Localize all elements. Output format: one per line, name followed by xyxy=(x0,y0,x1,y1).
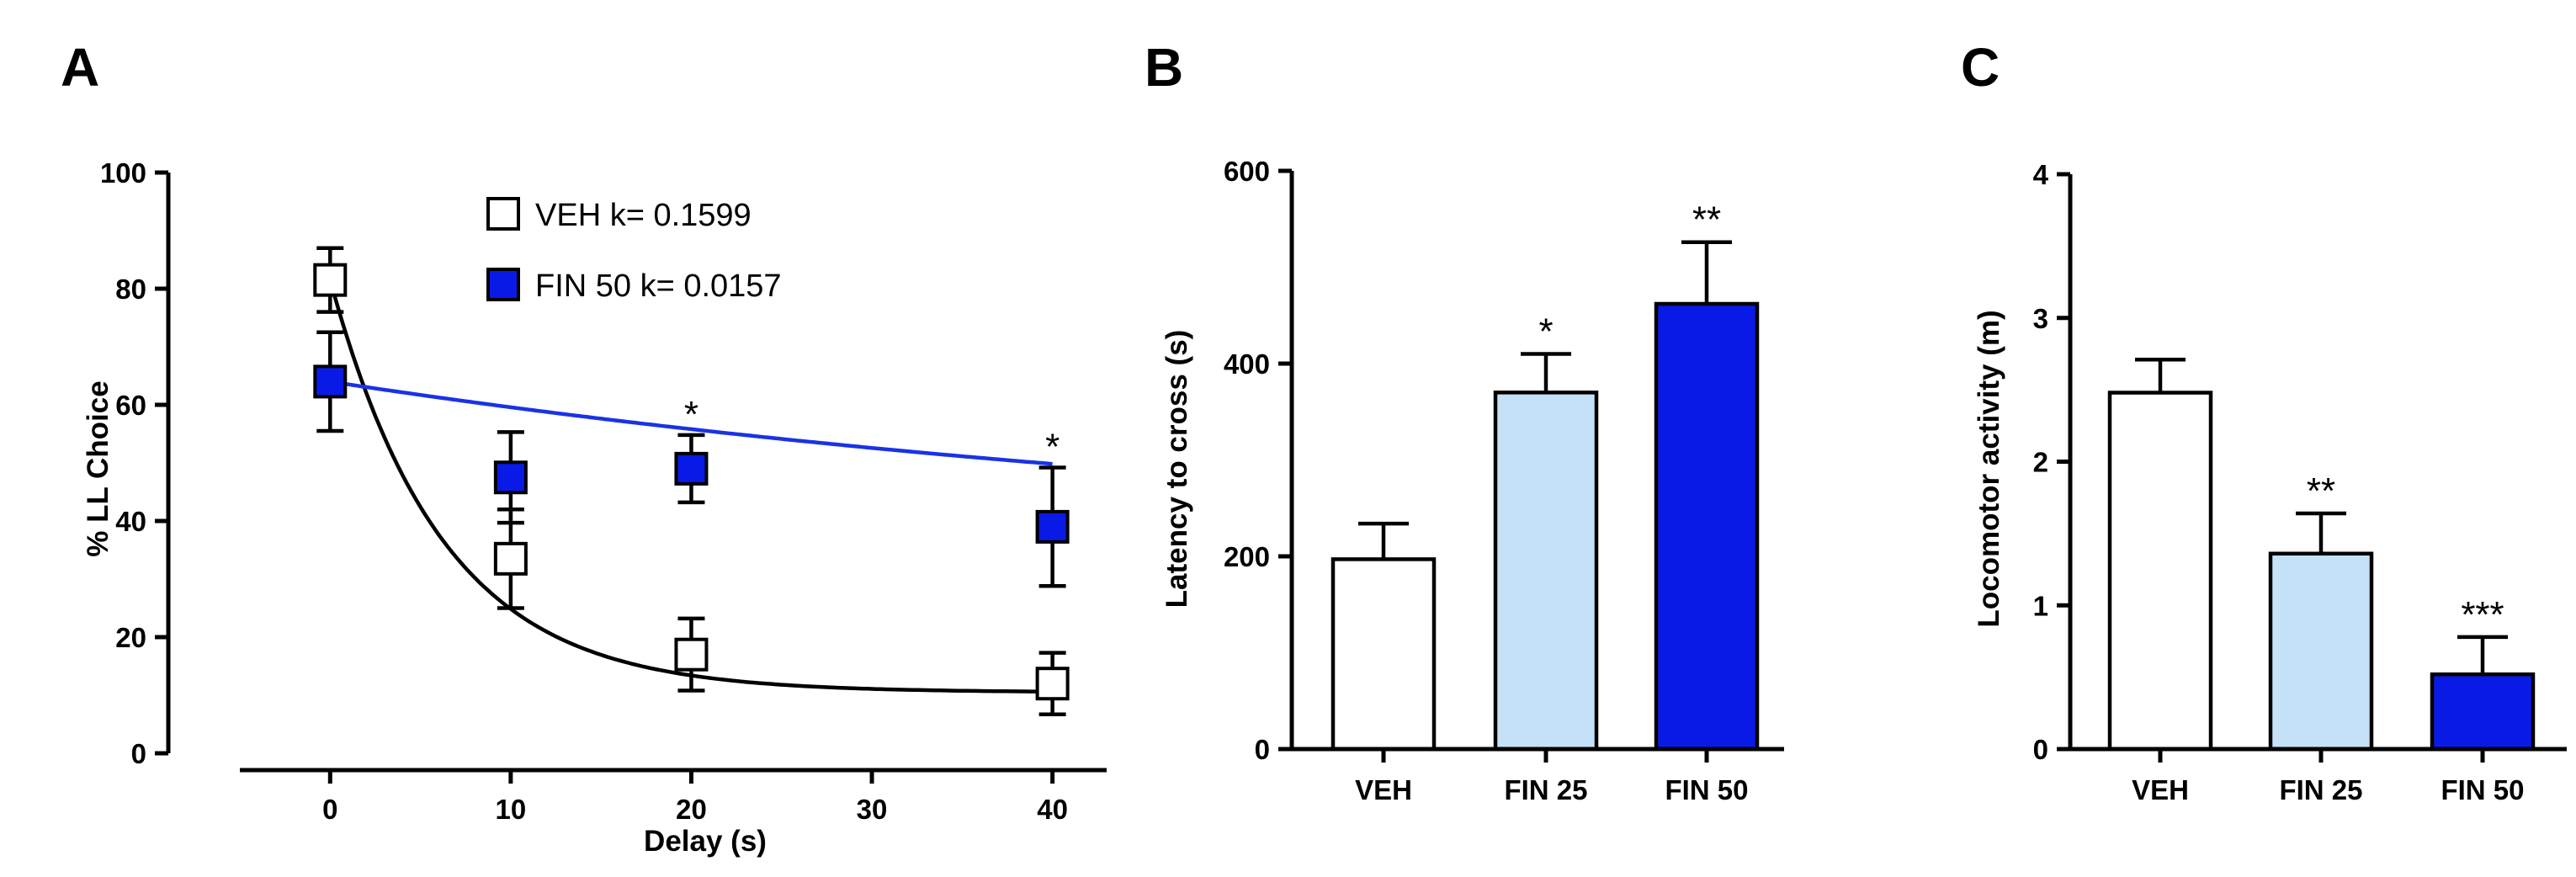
data-point-veh xyxy=(313,263,348,297)
y-tick-label: 3 xyxy=(2033,303,2048,334)
data-point-veh xyxy=(674,637,709,672)
data-point-veh xyxy=(1035,667,1070,701)
data-point-fin-50 xyxy=(1035,509,1070,544)
x-tick-label: FIN 50 xyxy=(2441,774,2524,805)
significance-mark: ** xyxy=(1692,199,1721,241)
x-tick-label: 0 xyxy=(322,794,337,825)
legend-swatch-fin50 xyxy=(486,268,520,301)
x-tick-label: 30 xyxy=(857,794,888,825)
x-tick-label: VEH xyxy=(2132,774,2189,805)
x-tick-label: FIN 50 xyxy=(1665,774,1748,805)
significance-marks: ** xyxy=(684,394,1060,468)
significance-mark: * xyxy=(1538,311,1553,353)
panel-letter-b: B xyxy=(1145,37,1183,98)
x-tick-label: FIN 25 xyxy=(1504,774,1587,805)
y-tick-label: 0 xyxy=(1255,734,1270,765)
y-tick-label: 100 xyxy=(100,157,146,189)
significance-mark: * xyxy=(1045,427,1060,468)
y-tick-label: 0 xyxy=(131,738,146,769)
x-tick-label: VEH xyxy=(1355,774,1412,805)
y-tick-label: 40 xyxy=(115,506,146,537)
x-tick-label: 40 xyxy=(1037,794,1068,825)
bar-fin-50 xyxy=(1654,301,1760,752)
x-tick-label: 20 xyxy=(676,794,707,825)
y-tick-label: 20 xyxy=(115,622,146,653)
bar-fin-50 xyxy=(2430,672,2536,752)
axes: 0 200 400 600 VEH FIN 25 FIN 50 xyxy=(1224,156,1784,805)
panel-letter-c: C xyxy=(1961,37,2000,98)
bar-fin-25 xyxy=(2268,551,2374,752)
data-point-fin-50 xyxy=(674,451,709,486)
legend: VEH k= 0.1599 FIN 50 k= 0.0157 xyxy=(486,197,782,304)
significance-mark: * xyxy=(684,394,698,435)
y-axis-label: Latency to cross (s) xyxy=(1161,330,1193,609)
fit-curve-fin-50 xyxy=(329,380,1053,466)
x-axis-label: Delay (s) xyxy=(644,825,767,858)
bars: ***** xyxy=(2107,358,2536,752)
y-tick-label: 200 xyxy=(1224,541,1270,572)
panel-letter-a: A xyxy=(61,37,99,98)
y-axis-label: % LL Choice xyxy=(82,380,114,556)
data-point-fin-50 xyxy=(313,364,348,399)
legend-label-fin50: FIN 50 k= 0.0157 xyxy=(535,268,782,304)
bar-fin-25 xyxy=(1493,391,1599,752)
y-tick-label: 0 xyxy=(2033,734,2048,765)
significance-mark: ** xyxy=(2307,470,2335,512)
data-points xyxy=(313,263,1070,701)
y-tick-label: 80 xyxy=(115,274,146,305)
data-point-veh xyxy=(493,541,528,576)
y-axis-label: Locomotor activity (m) xyxy=(1973,310,2005,627)
y-tick-label: 2 xyxy=(2033,447,2048,478)
y-tick-label: 1 xyxy=(2033,590,2048,621)
significance-mark: *** xyxy=(2461,594,2504,635)
bar-veh xyxy=(2107,391,2213,752)
axes: 0 20 40 60 80 100 0 10 20 30 40 xyxy=(100,157,1107,825)
x-tick-label: FIN 25 xyxy=(2279,774,2362,805)
data-point-fin-50 xyxy=(493,460,528,495)
x-tick-label: 10 xyxy=(496,794,527,825)
axes: 0 1 2 3 4 VEH FIN 25 FIN 50 xyxy=(2033,159,2567,805)
legend-label-veh: VEH k= 0.1599 xyxy=(535,198,752,233)
y-tick-label: 4 xyxy=(2033,159,2049,190)
bars: *** xyxy=(1330,199,1760,752)
bar-veh xyxy=(1330,557,1437,752)
y-tick-label: 60 xyxy=(115,390,146,421)
y-tick-label: 400 xyxy=(1224,348,1270,380)
legend-swatch-veh xyxy=(486,197,520,231)
y-tick-label: 600 xyxy=(1224,156,1270,187)
